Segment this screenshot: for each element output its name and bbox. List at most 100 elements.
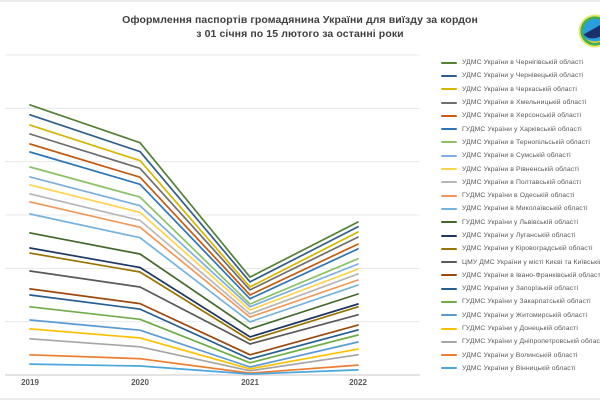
legend-item-19: ГУДМС України у Закарпатській області <box>441 295 600 308</box>
series-line-20 <box>29 319 359 368</box>
series-line-15 <box>29 252 359 341</box>
legend-label: УДМС України в Івано-Франківській област… <box>462 271 600 279</box>
legend-swatch-icon <box>441 367 457 370</box>
legend-swatch-icon <box>441 287 457 290</box>
legend-item-3: УДМС України в Черкаській області <box>441 83 600 96</box>
legend-swatch-icon <box>441 314 457 317</box>
legend-label: УДМС України у Чернівецькій області <box>462 72 584 80</box>
series-line-17 <box>29 288 359 356</box>
legend-label: УДМС України в Тернопільській області <box>462 138 590 146</box>
chart-title-line-1: Оформлення паспортів громадянина України… <box>122 14 478 26</box>
series-line-14 <box>29 247 359 338</box>
legend-label: ГУДМС України у Харківській області <box>462 125 582 133</box>
legend-swatch-icon <box>441 340 457 343</box>
series-line-19 <box>29 305 359 364</box>
chart-series-lines <box>29 104 359 375</box>
series-line-13 <box>29 232 359 330</box>
legend-item-9: УДМС України в Рівненській області <box>441 162 600 175</box>
chart-gridlines <box>5 54 420 376</box>
legend-swatch-icon <box>441 168 457 171</box>
legend-label: УДМС України в Чернігівській області <box>462 59 584 67</box>
series-line-3 <box>29 124 359 288</box>
series-line-16 <box>29 270 359 345</box>
legend-swatch-icon <box>441 154 457 157</box>
dms-ukraine-logo-icon <box>578 14 600 48</box>
legend-label: УДМС України в Черкаській області <box>462 85 577 93</box>
legend-item-4: УДМС України в Хмельницькій області <box>441 96 600 109</box>
legend-item-13: ГУДМС України у Львівській області <box>441 216 600 229</box>
legend-label: УДМС України в Сумській області <box>462 152 571 160</box>
series-line-10 <box>29 193 359 315</box>
legend-swatch-icon <box>441 61 457 64</box>
legend-item-18: УДМС України у Запорізькій області <box>441 282 600 295</box>
series-line-9 <box>29 184 359 311</box>
series-line-4 <box>29 133 359 291</box>
legend-item-15: УДМС України у Кіровоградській області <box>441 242 600 255</box>
legend-label: УДМС України в Рівненській області <box>462 165 580 173</box>
legend-item-17: УДМС України в Івано-Франківській област… <box>441 269 600 282</box>
legend-swatch-icon <box>441 300 457 303</box>
x-tick-label-2021: 2021 <box>241 378 259 387</box>
legend-item-20: УДМС України у Житомирській області <box>441 309 600 322</box>
legend-label: ГУДМС України у Закарпатській області <box>462 298 591 306</box>
legend-label: УДМС України в Хмельницькій області <box>462 99 587 107</box>
chart-title-line-2: з 01 січня по 15 лютого за останні роки <box>196 28 404 40</box>
chart-title: Оформлення паспортів громадянина України… <box>0 13 600 41</box>
legend-item-1: УДМС України в Чернігівській області <box>441 56 600 69</box>
legend-item-12: УДМС України в Миколаївській області <box>441 202 600 215</box>
legend-label: УДМС України у Волинській області <box>462 351 578 359</box>
legend-swatch-icon <box>441 88 457 91</box>
legend-item-16: ЦМУ ДМС України у місті Києві та Київськ… <box>441 255 600 268</box>
x-tick-label-2022: 2022 <box>349 378 367 387</box>
legend-item-21: ГУДМС України у Донецькій області <box>441 322 600 335</box>
series-line-2 <box>29 113 359 283</box>
legend-swatch-icon <box>441 128 457 131</box>
legend-item-24: УДМС України у Вінницькій області <box>441 362 600 375</box>
series-line-8 <box>29 176 359 308</box>
legend-item-2: УДМС України у Чернівецькій області <box>441 69 600 82</box>
legend-label: УДМС України у Запорізькій області <box>462 285 579 293</box>
legend-swatch-icon <box>441 261 457 264</box>
legend-label: ГУДМС України у Дніпропетровській област… <box>462 338 600 346</box>
legend-label: ГУДМС України в Одеській області <box>462 192 575 200</box>
legend-swatch-icon <box>441 221 457 224</box>
legend-label: УДМС України в Миколаївській області <box>462 205 588 213</box>
legend-label: ГУДМС України у Львівській області <box>462 218 579 226</box>
legend-swatch-icon <box>441 181 457 184</box>
legend-swatch-icon <box>441 327 457 330</box>
series-line-7 <box>29 166 359 305</box>
legend-label: УДМС України у Луганській області <box>462 232 576 239</box>
chart-legend: УДМС України в Чернігівській області УДМС… <box>441 56 600 378</box>
legend-swatch-icon <box>441 354 457 357</box>
legend-item-11: ГУДМС України в Одеській області <box>441 189 600 202</box>
legend-label: ГУДМС України у Донецькій області <box>462 325 578 333</box>
legend-item-14: УДМС України у Луганській області <box>441 229 600 242</box>
legend-label: УДМС України у Кіровоградській області <box>462 245 593 253</box>
legend-item-10: УДМС України в Полтавській області <box>441 176 600 189</box>
legend-label: УДМС України в Полтавській області <box>462 178 581 186</box>
legend-swatch-icon <box>441 207 457 210</box>
legend-label: УДМС України у Вінницькій області <box>462 364 576 372</box>
legend-swatch-icon <box>441 114 457 117</box>
legend-item-23: УДМС України у Волинській області <box>441 349 600 362</box>
x-tick-label-2019: 2019 <box>21 378 39 387</box>
series-line-6 <box>29 151 359 300</box>
legend-item-22: ГУДМС України у Дніпропетровській област… <box>441 335 600 348</box>
legend-item-6: ГУДМС України у Харківській області <box>441 122 600 135</box>
legend-swatch-icon <box>441 74 457 77</box>
series-line-1 <box>29 104 359 278</box>
series-line-21 <box>29 328 359 370</box>
legend-swatch-icon <box>441 141 457 144</box>
x-axis-tick-labels: 2019 2020 2021 2022 <box>21 378 367 387</box>
legend-item-8: УДМС України в Сумській області <box>441 149 600 162</box>
x-tick-label-2020: 2020 <box>131 378 149 387</box>
legend-item-7: УДМС України в Тернопільській області <box>441 136 600 149</box>
series-line-22 <box>29 337 359 372</box>
series-line-12 <box>29 213 359 323</box>
legend-swatch-icon <box>441 194 457 197</box>
series-line-18 <box>29 294 359 360</box>
legend-item-5: УДМС України в Херсонській області <box>441 109 600 122</box>
legend-label: ЦМУ ДМС України у місті Києві та Київськ… <box>462 258 600 266</box>
